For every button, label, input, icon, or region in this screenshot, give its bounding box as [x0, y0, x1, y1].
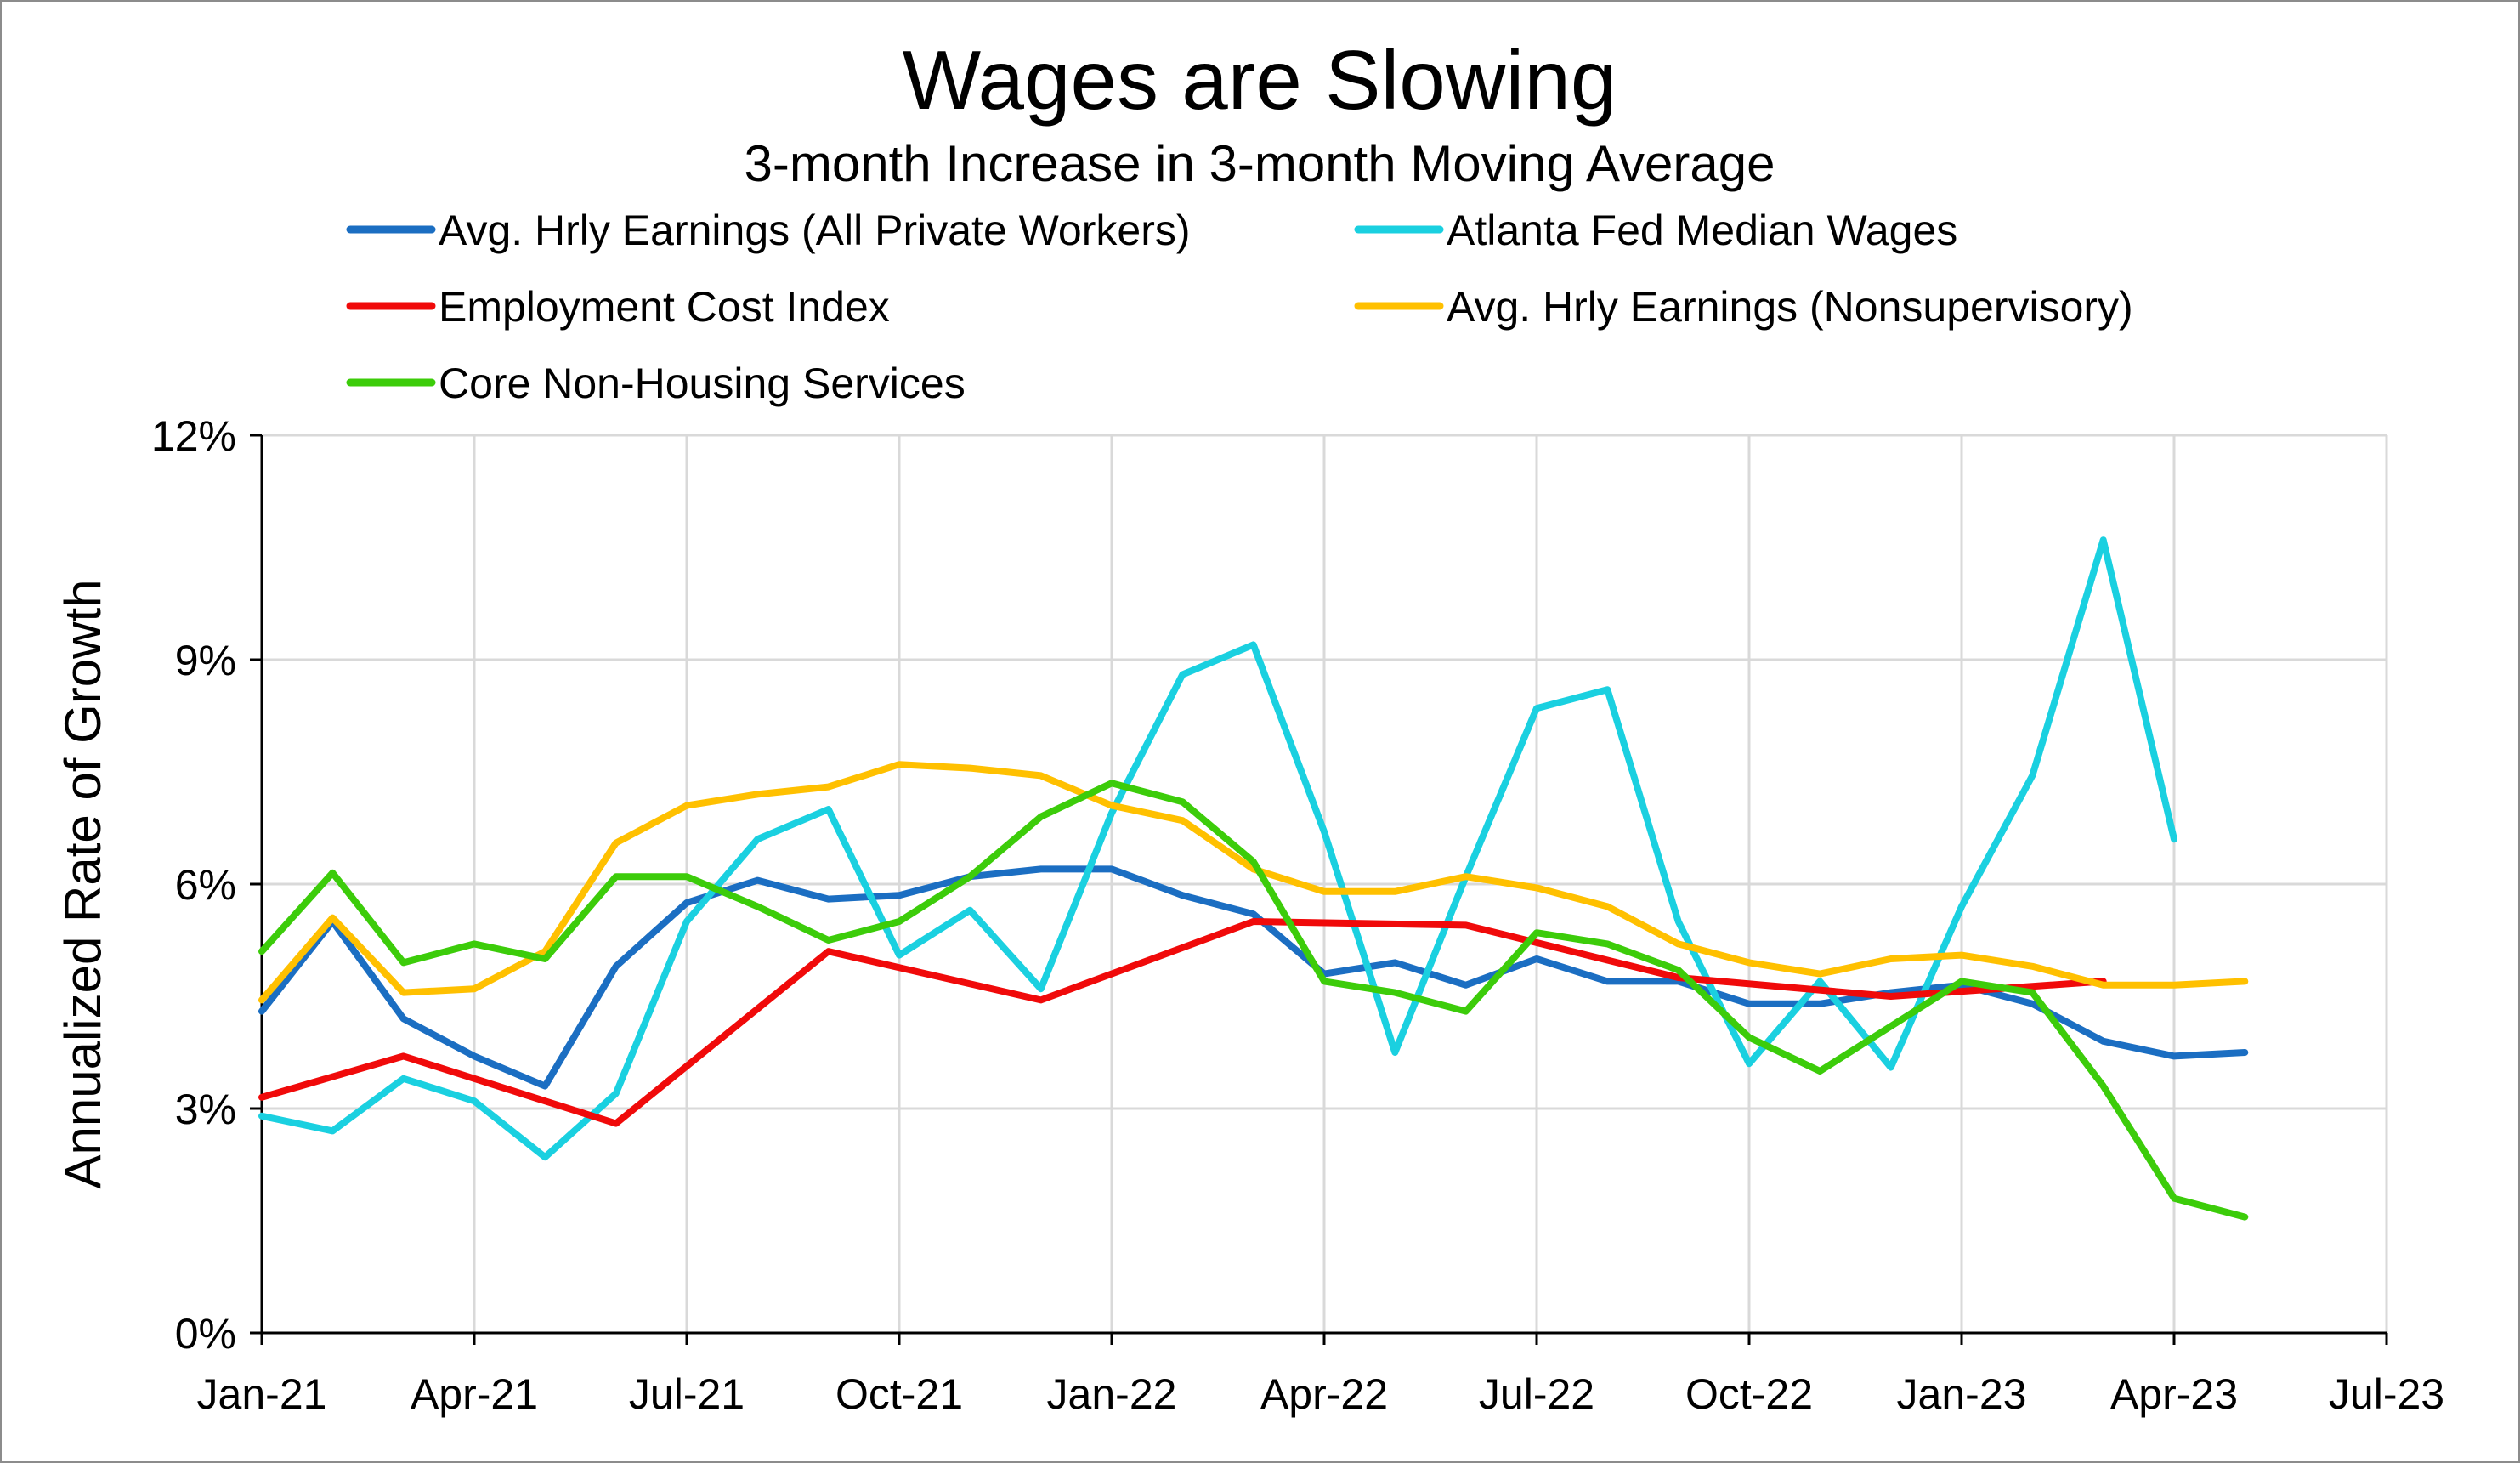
y-tick-labels: 0% 3% 6% 9% 12%: [151, 412, 236, 1358]
x-tick-label: Oct-21: [835, 1370, 963, 1418]
chart-subtitle: 3-month Increase in 3-month Moving Avera…: [745, 135, 1775, 192]
legend-label: Avg. Hrly Earnings (Nonsupervisory): [1447, 283, 2133, 331]
legend: Avg. Hrly Earnings (All Private Workers)…: [346, 207, 2133, 407]
axes: [250, 434, 2388, 1345]
x-tick-label: Jul-23: [2329, 1370, 2444, 1418]
x-tick-label: Jan-23: [1897, 1370, 2027, 1418]
x-tick-label: Jul-21: [629, 1370, 745, 1418]
legend-item-employment-cost-index: Employment Cost Index: [346, 283, 890, 331]
x-tick-label: Apr-21: [411, 1370, 538, 1418]
series-line-atlanta-fed-median-wages: [258, 536, 2177, 1161]
legend-label: Core Non-Housing Services: [439, 360, 966, 407]
x-tick-label: Jan-22: [1047, 1370, 1177, 1418]
y-tick-label: 0%: [175, 1310, 236, 1358]
y-axis-label: Annualized Rate of Growth: [54, 579, 111, 1188]
x-tick-label: Apr-23: [2110, 1370, 2238, 1418]
x-tick-label: Oct-22: [1685, 1370, 1813, 1418]
legend-label: Atlanta Fed Median Wages: [1447, 207, 1957, 254]
series-line-avg-hrly-earnings-all-private-workers: [258, 865, 2249, 1090]
legend-item-atlanta-fed-median-wages: Atlanta Fed Median Wages: [1354, 207, 1957, 254]
legend-label: Avg. Hrly Earnings (All Private Workers): [439, 207, 1191, 254]
x-tick-label: Jan-21: [197, 1370, 327, 1418]
legend-label: Employment Cost Index: [439, 283, 890, 331]
legend-item-core-non-housing-services: Core Non-Housing Services: [346, 360, 966, 407]
gridlines: [262, 434, 2388, 1333]
y-tick-label: 3%: [175, 1086, 236, 1133]
y-tick-label: 6%: [175, 861, 236, 909]
y-tick-label: 9%: [175, 637, 236, 684]
series-lines: [258, 536, 2249, 1221]
chart-title: Wages are Slowing: [903, 33, 1617, 127]
x-tick-label: Apr-22: [1260, 1370, 1388, 1418]
x-tick-label: Jul-22: [1479, 1370, 1594, 1418]
series-line-employment-cost-index: [258, 918, 2107, 1127]
y-tick-label: 12%: [151, 412, 236, 460]
series-line-core-non-housing-services: [258, 780, 2249, 1221]
series-line-avg-hrly-earnings-nonsupervisory: [258, 761, 2249, 1004]
legend-item-avg-hrly-earnings-nonsupervisory: Avg. Hrly Earnings (Nonsupervisory): [1354, 283, 2133, 331]
legend-item-avg-hrly-earnings-all-private-workers: Avg. Hrly Earnings (All Private Workers): [346, 207, 1191, 254]
x-tick-labels: Jan-21 Apr-21 Jul-21 Oct-21 Jan-22 Apr-22 Jul-…: [197, 1370, 2445, 1418]
